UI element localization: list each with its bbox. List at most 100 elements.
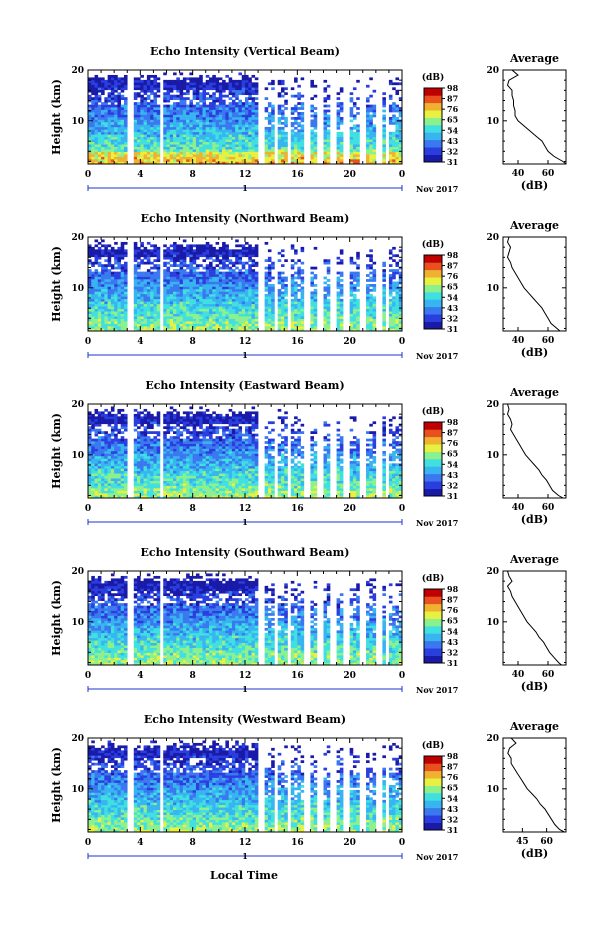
heatmap-cell (153, 313, 157, 317)
heatmap-cell (294, 161, 298, 165)
heatmap-cell (143, 136, 148, 140)
heatmap-cell (238, 139, 243, 143)
heatmap-cell (205, 154, 210, 157)
heatmap-cell (241, 291, 246, 295)
heatmap-cell (110, 89, 115, 93)
heatmap-cell (192, 279, 197, 282)
heatmap-cell (395, 323, 400, 327)
heatmap-cell (107, 303, 112, 307)
heatmap-cell (123, 149, 128, 152)
heatmap-cell (186, 126, 190, 130)
heatmap-cell (173, 306, 177, 310)
heatmap-cell (205, 296, 210, 300)
heatmap-cell (199, 251, 203, 255)
heatmap-cell (153, 119, 157, 123)
heatmap-cell (205, 298, 210, 302)
heatmap-cell (91, 316, 95, 319)
heatmap-cell (366, 117, 370, 120)
heatmap-cell (186, 77, 190, 81)
heatmap-cell (222, 102, 226, 105)
heatmap-cell (88, 483, 92, 486)
heatmap-cell (104, 276, 108, 280)
heatmap-cell (228, 286, 233, 290)
heatmap-cell (228, 114, 233, 118)
heatmap-cell (251, 308, 256, 312)
heatmap-cell (349, 149, 354, 152)
heatmap-cell (199, 107, 203, 110)
heatmap-cell (176, 269, 180, 272)
heatmap-cell (88, 89, 92, 93)
heatmap-cell (166, 109, 171, 113)
heatmap-cell (143, 323, 148, 327)
heatmap-cell (137, 311, 141, 314)
heatmap-cell (143, 82, 148, 86)
heatmap-cell (133, 311, 138, 314)
heatmap-cell (235, 261, 239, 265)
heatmap-cell (94, 316, 99, 319)
heatmap-cell (173, 112, 177, 115)
heatmap-cell (231, 146, 236, 150)
heatmap-cell (326, 303, 331, 307)
heatmap-cell (195, 92, 200, 96)
heatmap-cell (91, 443, 95, 447)
heatmap-cell (323, 276, 328, 280)
heatmap-cell (349, 286, 354, 290)
heatmap-cell (104, 281, 108, 285)
heatmap-cell (166, 156, 171, 160)
heatmap-cell (369, 321, 373, 324)
heatmap-cell (245, 326, 249, 329)
heatmap-cell (133, 276, 138, 280)
heatmap-cell (123, 284, 128, 287)
heatmap-cell (146, 321, 151, 324)
heatmap-cell (284, 121, 288, 125)
heatmap-cell (209, 136, 213, 140)
heatmap-cell (179, 296, 184, 300)
heatmap-cell (97, 443, 102, 447)
heatmap-cell (294, 271, 298, 275)
heatmap-cell (356, 298, 360, 302)
heatmap-cell (205, 249, 210, 253)
heatmap-cell (137, 313, 141, 317)
heatmap-cell (143, 249, 148, 253)
heatmap-cell (238, 102, 243, 105)
heatmap-cell (366, 279, 370, 282)
heatmap-cell (352, 156, 357, 160)
heatmap-cell (163, 306, 167, 310)
heatmap-cell (104, 156, 108, 160)
heatmap-cell (326, 311, 331, 314)
heatmap-cell (186, 124, 190, 128)
heatmap-cell (123, 129, 128, 133)
heatmap-cell (104, 446, 108, 449)
heatmap-cell (225, 296, 229, 300)
heatmap-cell (369, 296, 373, 300)
heatmap-cell (114, 121, 118, 125)
heatmap-cell (254, 89, 259, 93)
heatmap-cell (182, 303, 187, 307)
heatmap-cell (192, 144, 197, 147)
heatmap-cell (146, 114, 151, 118)
heatmap-cell (323, 293, 328, 297)
heatmap-cell (241, 139, 246, 143)
heatmap-cell (120, 124, 125, 128)
heatmap-cell (88, 159, 92, 162)
heatmap-cell (195, 87, 200, 91)
heatmap-cell (202, 293, 207, 297)
heatmap-cell (88, 254, 92, 258)
heatmap-cell (199, 144, 203, 147)
heatmap-cell (189, 82, 193, 86)
heatmap-cell (280, 154, 285, 157)
heatmap-cell (192, 274, 197, 277)
heatmap-cell (310, 136, 314, 140)
heatmap-cell (366, 112, 370, 115)
heatmap-cell (352, 87, 357, 91)
heatmap-cell (241, 124, 246, 128)
heatmap-cell (179, 271, 184, 275)
heatmap-cell (251, 124, 256, 128)
heatmap-cell (297, 321, 301, 324)
heatmap-cell (202, 89, 207, 93)
heatmap-cell (182, 119, 187, 123)
heatmap-cell (182, 328, 187, 332)
heatmap-cell (277, 159, 282, 162)
heatmap-cell (101, 121, 105, 125)
heatmap-cell (120, 313, 125, 317)
